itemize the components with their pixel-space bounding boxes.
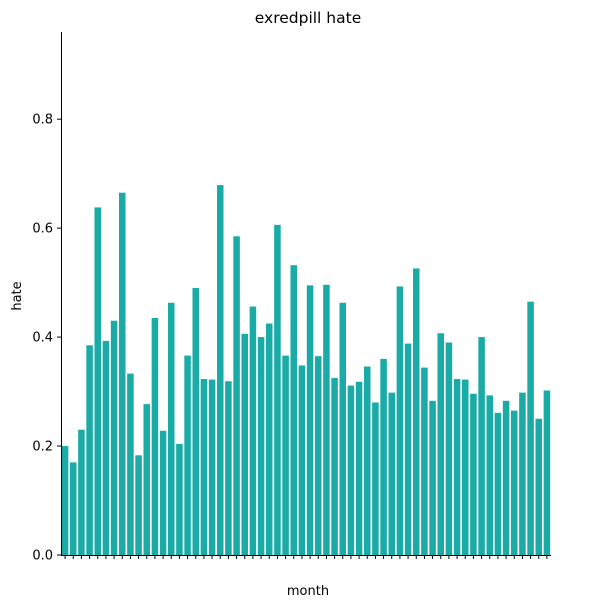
- bar: [274, 224, 281, 556]
- bar: [233, 236, 240, 556]
- y-tick-label: 0.0: [32, 549, 53, 564]
- bar: [61, 446, 69, 555]
- bar: [143, 404, 151, 555]
- bar: [437, 333, 445, 555]
- bar: [192, 288, 200, 555]
- bar: [257, 337, 265, 555]
- bar: [470, 393, 477, 555]
- bar-series: [61, 185, 551, 556]
- chart-title: exredpill hate: [255, 9, 361, 27]
- bar: [535, 418, 543, 555]
- x-axis-label: month: [287, 584, 329, 599]
- bar: [78, 429, 85, 555]
- bar: [176, 443, 183, 555]
- bar: [331, 377, 338, 555]
- bar: [429, 400, 436, 555]
- bar: [502, 400, 510, 555]
- bar: [510, 410, 518, 555]
- bar: [94, 207, 102, 556]
- bar: [412, 268, 420, 555]
- bar: [380, 358, 387, 556]
- bar: [208, 379, 216, 555]
- bar: [225, 381, 232, 555]
- bar: [290, 265, 298, 555]
- bar: [216, 185, 224, 555]
- bar: [265, 323, 273, 555]
- bar: [461, 379, 469, 555]
- y-tick-label: 0.4: [32, 331, 53, 346]
- y-tick-label: 0.2: [32, 440, 53, 455]
- bar: [363, 366, 371, 555]
- bar: [478, 337, 485, 555]
- bar: [167, 302, 175, 555]
- bar: [404, 343, 412, 555]
- bar: [339, 302, 347, 555]
- bar: [118, 192, 126, 555]
- y-axis-ticks: 0.0 0.2 0.4 0.6 0.8: [32, 113, 61, 564]
- bar: [519, 392, 526, 555]
- bar: [110, 320, 118, 555]
- bar: [355, 381, 363, 555]
- bar: [102, 340, 110, 555]
- bar: [388, 392, 396, 555]
- bar: [249, 306, 257, 555]
- bar: [486, 395, 494, 555]
- bar: [159, 430, 167, 555]
- bar: [543, 390, 551, 555]
- y-tick-label: 0.8: [32, 113, 53, 128]
- bar: [347, 385, 355, 555]
- bar: [494, 412, 502, 555]
- bar: [298, 365, 306, 555]
- bar: [314, 356, 322, 555]
- bar: [306, 285, 314, 555]
- bar: [396, 286, 404, 555]
- bar: [184, 355, 191, 555]
- bar: [527, 301, 534, 555]
- bar: [421, 367, 428, 555]
- bar: [69, 462, 77, 555]
- bar: [372, 402, 379, 555]
- bar: [151, 318, 159, 555]
- bar: [241, 333, 249, 555]
- bar: [135, 455, 142, 555]
- y-tick-label: 0.6: [32, 222, 53, 237]
- bar: [282, 355, 289, 555]
- bar: [127, 373, 134, 555]
- bar: [453, 379, 461, 555]
- bar: [445, 342, 453, 555]
- bar: [323, 284, 330, 555]
- y-axis-label: hate: [10, 281, 25, 310]
- bar: [86, 345, 93, 555]
- bar: [200, 379, 208, 555]
